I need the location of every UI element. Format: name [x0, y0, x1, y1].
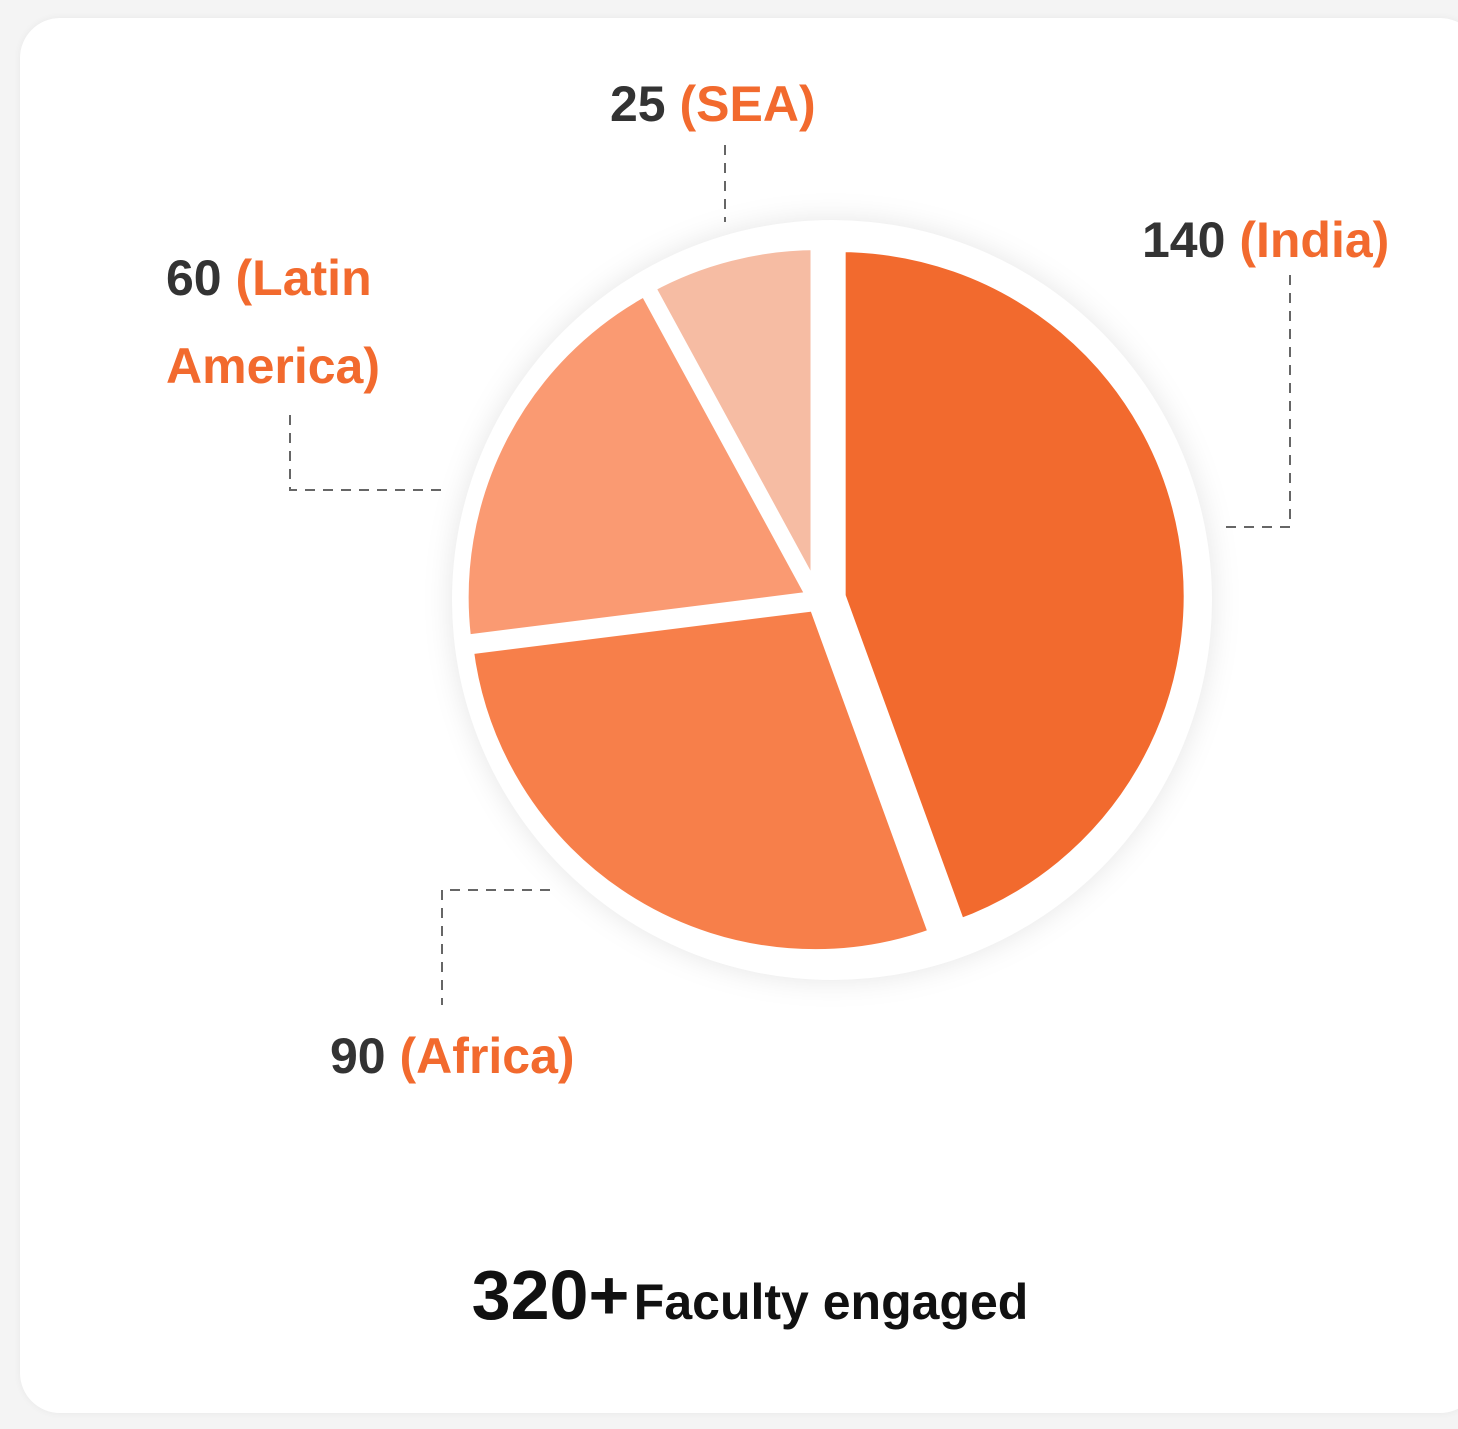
slice-category: (Latin America): [166, 250, 380, 394]
leader-line: [1220, 275, 1291, 528]
pie-slice: [461, 599, 941, 962]
slice-category: (SEA): [679, 76, 816, 132]
slice-category: (India): [1239, 212, 1390, 268]
slice-value: 25: [610, 76, 666, 132]
slice-category: (Africa): [399, 1028, 575, 1084]
slice-value: 60: [166, 250, 222, 306]
leader-line: [441, 889, 550, 1005]
pie-slice: [643, 238, 823, 601]
pie-slice: [456, 283, 819, 647]
leader-line: [289, 415, 445, 491]
total-label: Faculty engaged: [633, 1274, 1029, 1330]
leader-lines: [289, 145, 1291, 1005]
slice-label: 90 (Africa): [330, 1012, 575, 1100]
slice-value: 140: [1142, 212, 1226, 268]
slices: [456, 238, 1196, 962]
slice-label: 60 (Latin America): [166, 234, 436, 410]
pie-slice: [833, 240, 1196, 932]
total: 320+: [471, 1256, 630, 1334]
slice-label: 25 (SEA): [610, 60, 816, 148]
footer: 320+ Faculty engaged: [0, 1255, 1458, 1335]
slice-value: 90: [330, 1028, 386, 1084]
slice-label: 140 (India): [1142, 196, 1389, 284]
